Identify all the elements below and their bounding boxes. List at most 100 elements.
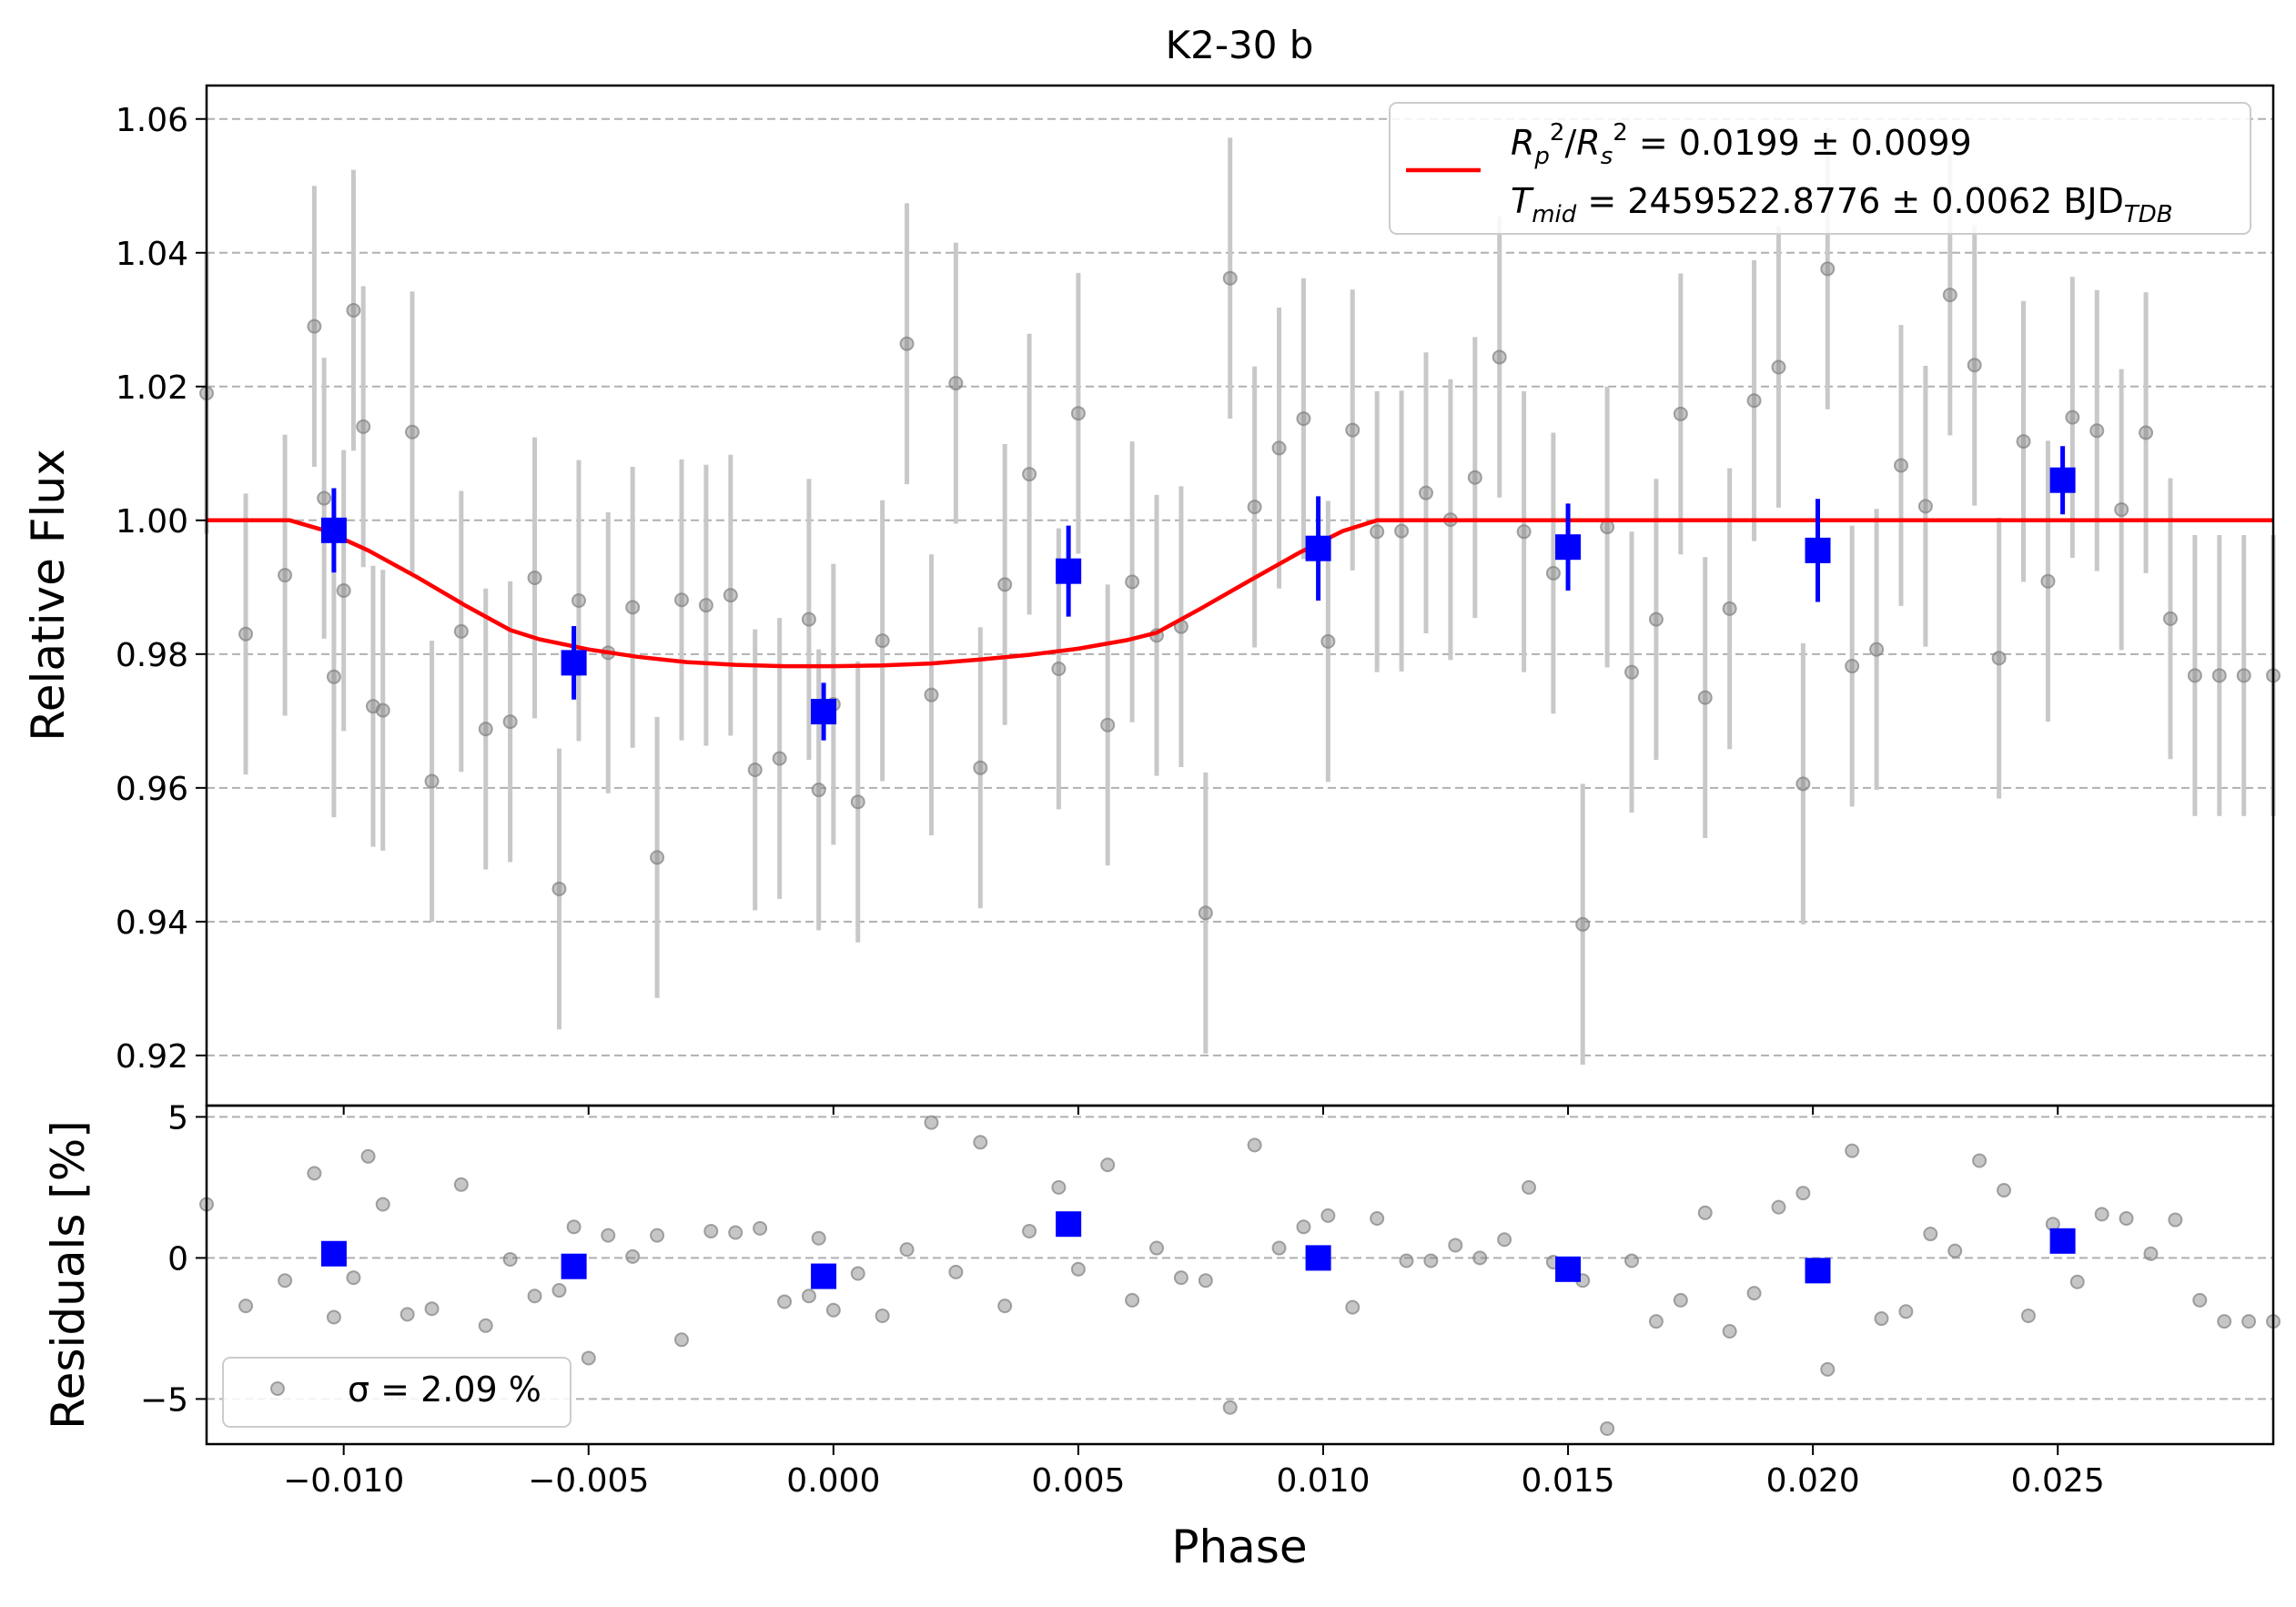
residual-raw-point — [424, 1301, 440, 1317]
raw-point — [899, 336, 915, 351]
x-tick-label: 0.025 — [2011, 1462, 2105, 1500]
main-y-tick-label: 1.02 — [116, 369, 188, 407]
raw-point — [772, 751, 787, 766]
residual-raw-point — [1100, 1157, 1116, 1173]
raw-point — [2139, 425, 2154, 440]
residual-raw-point — [1522, 1179, 1537, 1195]
raw-point — [674, 592, 690, 608]
residual-raw-point — [625, 1248, 641, 1264]
main-y-tick-label: 0.94 — [116, 905, 188, 942]
residual-raw-point — [502, 1251, 518, 1267]
x-tick-label: 0.020 — [1766, 1462, 1860, 1500]
residual-raw-point — [1673, 1292, 1688, 1308]
raw-point — [1845, 659, 1860, 674]
residual-raw-point — [453, 1177, 469, 1192]
raw-point — [1051, 661, 1067, 676]
raw-point — [1198, 905, 1213, 921]
raw-point — [1795, 776, 1811, 792]
raw-point — [1370, 524, 1385, 540]
raw-point — [1697, 690, 1713, 705]
raw-point — [375, 702, 390, 718]
raw-point — [1070, 406, 1086, 421]
raw-point — [2187, 668, 2202, 683]
residual-raw-point — [2119, 1211, 2134, 1226]
residual-raw-point — [1722, 1324, 1737, 1339]
residual-raw-point — [2192, 1292, 2208, 1308]
residual-raw-point — [973, 1135, 988, 1150]
raw-point — [1100, 717, 1116, 733]
raw-point — [453, 623, 469, 639]
x-tick-label: 0.000 — [786, 1462, 880, 1500]
residual-binned-point — [1056, 1211, 1082, 1238]
residual-raw-point — [2143, 1246, 2159, 1261]
raw-point — [1624, 664, 1640, 680]
residual-raw-point — [527, 1289, 542, 1304]
residual-raw-point — [2094, 1207, 2109, 1222]
residual-raw-point — [1370, 1211, 1385, 1226]
residual-raw-point — [1600, 1420, 1615, 1436]
residual-raw-point — [1472, 1250, 1488, 1266]
residual-binned-point — [811, 1263, 837, 1289]
raw-point — [346, 302, 361, 318]
raw-point — [1648, 611, 1664, 627]
raw-point — [2162, 611, 2178, 626]
residual-raw-point — [601, 1228, 616, 1243]
raw-point — [924, 687, 939, 702]
main-y-tick-label: 1.00 — [116, 503, 188, 541]
main-model-curve — [207, 518, 2273, 669]
residual-raw-point — [1997, 1183, 2012, 1198]
raw-point — [1418, 485, 1433, 500]
main-y-axis-label: Relative Flux — [22, 449, 75, 741]
residual-y-axis-label: Residuals [%] — [42, 1120, 95, 1430]
raw-point — [1746, 393, 1762, 409]
residual-y-tick-label: 5 — [167, 1099, 188, 1137]
residual-raw-point — [278, 1273, 293, 1289]
residual-raw-point — [1022, 1223, 1037, 1238]
main-y-ticks: 0.92 0.94 0.96 0.98 1.00 1.02 1.04 1.06 — [116, 102, 207, 1076]
raw-point — [1673, 406, 1688, 421]
raw-point — [1345, 422, 1360, 438]
main-y-tick-label: 0.98 — [116, 637, 188, 674]
residual-raw-point — [326, 1309, 341, 1325]
residual-binned-point — [1555, 1256, 1582, 1282]
binned-point — [1056, 558, 1082, 584]
main-gridlines — [207, 117, 2273, 1056]
residual-raw-point — [1222, 1400, 1238, 1415]
residual-raw-point — [811, 1230, 826, 1246]
raw-point — [2065, 409, 2080, 425]
raw-point — [1545, 565, 1561, 581]
raw-point — [424, 773, 440, 789]
residual-raw-point — [674, 1332, 690, 1348]
main-binned-points — [320, 446, 2076, 741]
raw-point — [1917, 499, 1933, 514]
residual-raw-point — [703, 1223, 719, 1238]
raw-point — [1467, 470, 1482, 485]
x-axis-label: Phase — [1171, 1521, 1307, 1573]
residual-raw-point — [1399, 1253, 1414, 1268]
raw-point — [698, 598, 713, 613]
raw-point — [1820, 261, 1836, 277]
residual-raw-point — [1149, 1240, 1165, 1256]
residual-legend: σ = 2.09 % — [222, 1357, 571, 1428]
raw-point — [2016, 434, 2031, 450]
raw-point — [2114, 502, 2129, 518]
raw-point — [1600, 520, 1615, 535]
raw-point — [1942, 288, 1957, 303]
raw-point — [1722, 601, 1737, 616]
residual-raw-point — [1320, 1208, 1336, 1223]
binned-point — [1805, 537, 1831, 563]
legend-rp-rs-label: Rp2/Rs2 = 0.0199 ± 0.0099 — [1511, 119, 1972, 170]
residual-raw-point — [728, 1225, 743, 1240]
residual-raw-point — [400, 1307, 415, 1322]
raw-point — [973, 760, 988, 775]
raw-point — [317, 490, 332, 506]
raw-point — [326, 669, 341, 684]
binned-point — [1555, 534, 1582, 561]
legend-sigma-label: σ = 2.09 % — [348, 1369, 541, 1410]
residual-raw-point — [825, 1302, 841, 1318]
residual-raw-point — [850, 1266, 865, 1281]
residual-raw-point — [1923, 1227, 1938, 1242]
raw-point — [336, 582, 351, 598]
